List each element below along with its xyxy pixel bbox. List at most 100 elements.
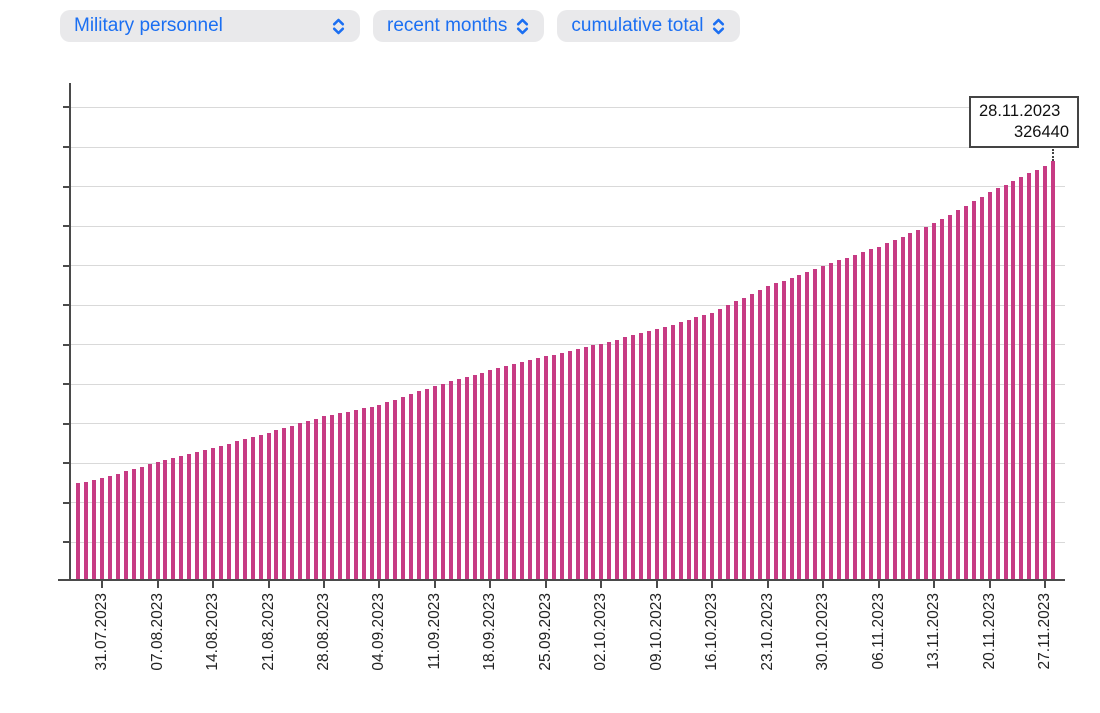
bar[interactable] [583,347,588,580]
bar[interactable] [1027,173,1032,580]
bar[interactable] [345,411,350,580]
bar[interactable] [290,425,295,580]
bar[interactable] [535,358,540,580]
bar[interactable] [361,408,366,580]
bar[interactable] [234,441,239,580]
bar[interactable] [623,337,628,580]
range-select[interactable]: recent months [373,10,545,42]
bar[interactable] [203,449,208,580]
bar[interactable] [638,333,643,580]
bar[interactable] [979,196,984,580]
bar[interactable] [108,475,112,580]
bar[interactable] [773,283,778,580]
bar[interactable] [314,418,319,580]
bar[interactable] [171,458,176,580]
bar[interactable] [147,464,152,580]
bar[interactable] [298,423,303,580]
bar[interactable] [1035,169,1040,580]
bar[interactable] [393,399,398,580]
bar[interactable] [757,290,762,580]
bar[interactable] [686,319,691,580]
bar[interactable] [1003,184,1008,580]
bar[interactable] [797,274,802,580]
bar[interactable] [837,260,842,580]
bar[interactable] [852,254,857,580]
bar[interactable] [765,286,770,580]
bar[interactable] [401,396,406,580]
bar[interactable] [805,271,810,580]
bar[interactable] [607,341,612,580]
bar[interactable] [274,430,279,580]
bar[interactable] [100,478,105,580]
bar[interactable] [995,188,1000,580]
bar[interactable] [409,394,414,580]
bar[interactable] [551,354,556,580]
bar[interactable] [432,385,437,580]
bar[interactable] [440,383,445,580]
bar[interactable] [242,439,247,580]
bar[interactable] [963,205,968,580]
bar[interactable] [543,356,548,580]
bar[interactable] [1043,165,1048,580]
bar[interactable] [559,352,564,580]
bar[interactable] [488,370,493,580]
bar[interactable] [512,364,517,580]
bar[interactable] [115,473,120,580]
mode-select[interactable]: cumulative total [557,10,741,42]
bar[interactable] [425,388,429,580]
bar[interactable] [615,339,620,580]
bar[interactable] [226,443,231,580]
bar[interactable] [496,368,501,580]
bar[interactable] [591,345,596,580]
bar[interactable] [306,420,311,580]
bar[interactable] [76,483,81,580]
bar[interactable] [504,366,509,580]
bar[interactable] [258,434,263,580]
bar[interactable] [155,462,160,580]
bar[interactable] [749,293,754,580]
bar[interactable] [139,466,144,580]
bar[interactable] [868,249,873,580]
bar[interactable] [385,402,390,580]
bar[interactable] [1051,161,1056,580]
bar[interactable] [377,405,382,580]
bar[interactable] [932,223,937,580]
bar[interactable] [163,460,168,580]
bar[interactable] [84,481,89,580]
bar[interactable] [123,471,128,580]
bar[interactable] [876,246,881,580]
bar[interactable] [250,436,255,580]
bar[interactable] [353,409,358,580]
bar[interactable] [710,312,715,580]
bar[interactable] [321,416,326,580]
bar[interactable] [266,432,271,580]
bar[interactable] [702,315,707,580]
bar[interactable] [218,445,223,580]
bar[interactable] [924,226,929,580]
bar[interactable] [789,277,794,580]
bar[interactable] [567,350,572,580]
bar[interactable] [520,362,525,580]
bar[interactable] [971,201,976,580]
bar[interactable] [456,379,461,580]
bar[interactable] [654,329,659,580]
bar[interactable] [948,214,953,580]
bar[interactable] [678,322,683,580]
bar[interactable] [742,297,746,580]
bar[interactable] [781,280,786,580]
bar[interactable] [821,265,826,580]
bar[interactable] [480,372,485,580]
bar[interactable] [900,236,905,580]
bar[interactable] [734,301,739,580]
bar[interactable] [829,263,834,580]
bar[interactable] [646,331,651,580]
bar[interactable] [211,447,216,580]
bar[interactable] [670,324,675,580]
bar[interactable] [631,335,636,580]
bar[interactable] [337,413,342,580]
bar[interactable] [329,414,334,580]
bar[interactable] [892,240,897,580]
bar[interactable] [528,360,533,580]
bar[interactable] [884,243,889,580]
bar[interactable] [940,218,945,580]
